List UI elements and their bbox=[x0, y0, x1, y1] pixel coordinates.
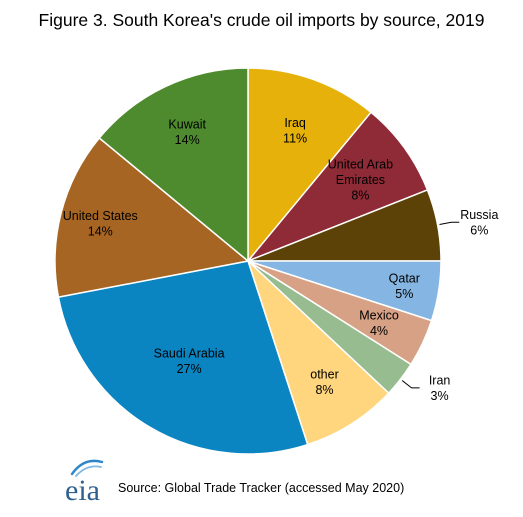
slice-value-other: 8% bbox=[315, 383, 333, 397]
leader-line-iran bbox=[401, 380, 420, 389]
slice-label-iran: Iran bbox=[429, 374, 451, 388]
slice-value-russia: 6% bbox=[470, 224, 488, 238]
pie-slice-iraq bbox=[247, 67, 373, 264]
pie-slices bbox=[54, 67, 442, 455]
pie-slice-united-states bbox=[54, 136, 250, 299]
eia-logo-arc-2 bbox=[75, 465, 102, 477]
leader-line-russia bbox=[439, 221, 460, 225]
eia-logo: eia bbox=[65, 459, 104, 507]
slice-label-kuwait: Kuwait bbox=[168, 118, 206, 132]
source-note: Source: Global Trade Tracker (accessed M… bbox=[118, 481, 405, 495]
slice-label-united-arab-emirates-line-2: Emirates bbox=[336, 173, 385, 187]
slice-label-russia: Russia bbox=[460, 208, 498, 222]
footer: eia Source: Global Trade Tracker (access… bbox=[62, 452, 502, 508]
slice-value-iran: 3% bbox=[431, 389, 449, 403]
slice-label-iraq: Iraq bbox=[284, 116, 306, 130]
pie-slice-kuwait bbox=[98, 67, 249, 263]
chart-title: Figure 3. South Korea's crude oil import… bbox=[38, 10, 485, 30]
pie-slice-other bbox=[247, 260, 390, 446]
slice-label-mexico: Mexico bbox=[359, 308, 399, 322]
slice-value-mexico: 4% bbox=[370, 324, 388, 338]
slice-label-saudi-arabia: Saudi Arabia bbox=[154, 346, 225, 360]
slice-label-qatar: Qatar bbox=[389, 272, 420, 286]
eia-logo-text: eia bbox=[65, 474, 100, 507]
slice-value-saudi-arabia: 27% bbox=[177, 362, 202, 376]
eia-logo-arc-1 bbox=[70, 459, 104, 476]
slice-value-united-states: 14% bbox=[88, 224, 113, 238]
leader-lines bbox=[401, 221, 460, 389]
slice-label-united-arab-emirates-line-1: United Arab bbox=[328, 157, 393, 171]
pie-slice-united-arab-emirates bbox=[247, 111, 429, 262]
slice-value-kuwait: 14% bbox=[175, 133, 200, 147]
slice-value-qatar: 5% bbox=[395, 287, 413, 301]
pie-slice-saudi-arabia bbox=[57, 260, 309, 455]
slice-label-other: other bbox=[310, 367, 339, 381]
slice-value-united-arab-emirates: 8% bbox=[351, 188, 369, 202]
slice-value-iraq: 11% bbox=[283, 132, 307, 146]
slice-label-united-states: United States bbox=[63, 209, 138, 223]
